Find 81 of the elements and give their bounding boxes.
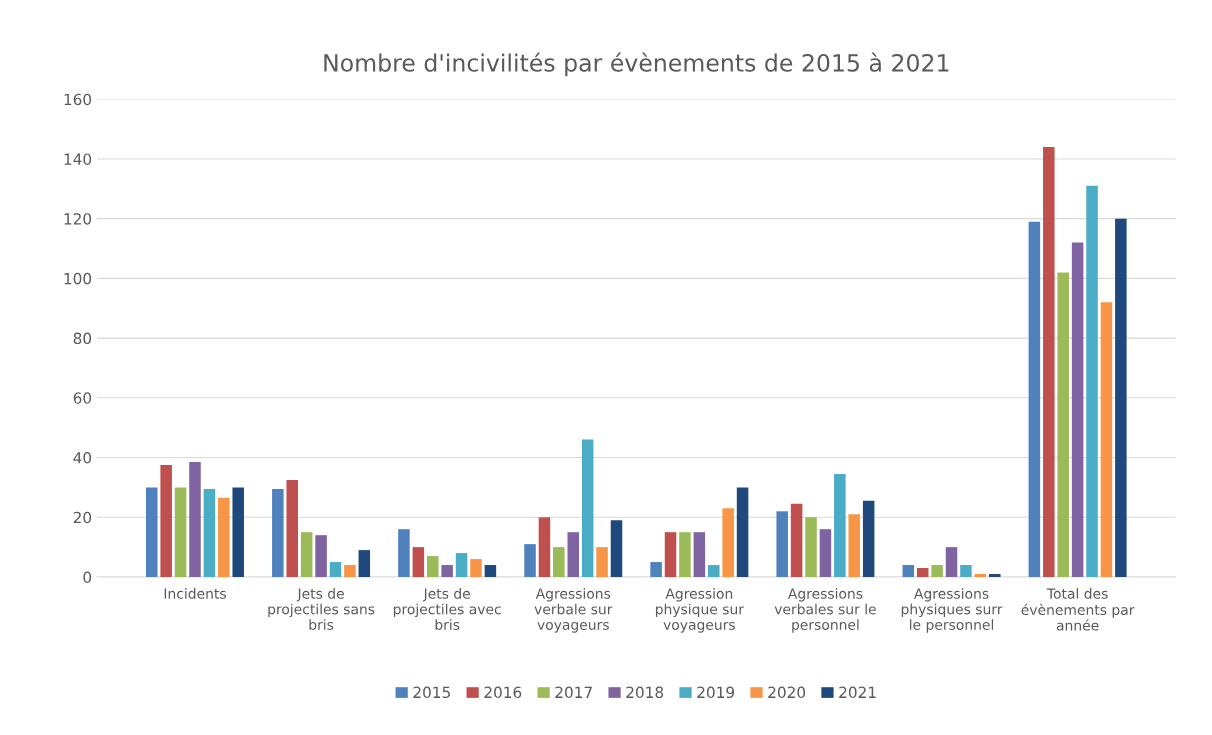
bar xyxy=(398,529,410,577)
bar xyxy=(1028,221,1041,577)
bar xyxy=(931,565,943,577)
bar xyxy=(1100,302,1113,577)
x-tick-label: Incidents xyxy=(164,588,226,599)
bar xyxy=(174,487,187,577)
bar xyxy=(664,532,677,577)
x-tick-label: Jets de projectiles avec bris xyxy=(393,588,501,630)
legend-label: 2021 xyxy=(839,686,876,699)
y-tick-label: 140 xyxy=(64,153,92,165)
bar xyxy=(736,487,749,577)
y-tick-label: 40 xyxy=(73,452,92,464)
legend-label: 2016 xyxy=(484,686,522,699)
bar xyxy=(707,565,720,577)
bar xyxy=(596,547,608,577)
bar xyxy=(1071,242,1084,577)
bar xyxy=(988,573,1001,577)
y-tick-label: 80 xyxy=(73,332,92,345)
bar xyxy=(470,559,482,577)
y-tick-label: 20 xyxy=(73,511,92,524)
bar xyxy=(300,532,313,577)
x-tick-label: Jets de projectiles sans bris xyxy=(268,588,375,630)
y-tick-label: 100 xyxy=(64,272,92,285)
bar xyxy=(790,503,803,577)
bar xyxy=(160,465,172,577)
bar xyxy=(862,500,875,577)
legend-label: 2020 xyxy=(768,686,806,699)
bar xyxy=(1086,185,1098,577)
bar xyxy=(538,517,551,577)
bar xyxy=(329,562,342,577)
bar xyxy=(902,565,915,577)
bar xyxy=(610,520,623,577)
bar xyxy=(1057,272,1069,577)
bar xyxy=(272,488,284,577)
bar xyxy=(145,487,158,577)
chart-title: Nombre d'incivilités par évènements de 2015 à 2021 xyxy=(324,52,949,77)
legend-label: 2015 xyxy=(413,686,450,699)
bar xyxy=(693,532,706,577)
bar xyxy=(567,532,580,577)
x-tick-label: Agressions verbales sur le personnel xyxy=(774,588,876,633)
bar xyxy=(286,479,299,577)
bar xyxy=(455,553,468,577)
bar xyxy=(581,439,594,577)
bar xyxy=(441,565,453,577)
x-tick-label: Agressions verbale sur voyageurs xyxy=(534,588,613,633)
bar xyxy=(553,547,565,577)
bar xyxy=(974,573,987,577)
x-tick-label: Agression physique sur voyageurs xyxy=(655,588,744,633)
bar xyxy=(189,462,201,577)
bar xyxy=(819,529,832,577)
bar xyxy=(916,568,929,577)
bar xyxy=(722,508,734,577)
y-tick-label: 0 xyxy=(83,571,92,583)
bar xyxy=(776,511,788,577)
bar xyxy=(315,535,327,577)
bar xyxy=(679,532,691,577)
bar xyxy=(232,487,244,577)
y-tick-label: 120 xyxy=(64,213,92,225)
bar xyxy=(1115,218,1127,577)
bar xyxy=(848,514,861,577)
bar xyxy=(1043,147,1055,577)
bar xyxy=(484,565,497,577)
bar xyxy=(358,550,371,577)
bar xyxy=(524,544,536,577)
bar xyxy=(960,565,972,577)
y-tick-label: 160 xyxy=(64,93,92,106)
bar xyxy=(203,488,216,577)
bar xyxy=(412,547,425,577)
x-tick-label: Agressions physiques surr le personnel xyxy=(901,588,1003,633)
bar xyxy=(426,556,439,577)
legend-label: 2018 xyxy=(626,686,664,699)
legend-label: 2017 xyxy=(555,686,592,699)
bar xyxy=(945,547,958,577)
bar xyxy=(344,565,356,577)
bar xyxy=(834,473,846,577)
bar xyxy=(218,497,230,577)
x-tick-label: Total des évènements par année xyxy=(1021,588,1135,631)
legend-label: 2019 xyxy=(697,686,735,699)
y-tick-label: 60 xyxy=(73,392,92,404)
bar xyxy=(650,562,662,577)
bar xyxy=(805,517,817,577)
